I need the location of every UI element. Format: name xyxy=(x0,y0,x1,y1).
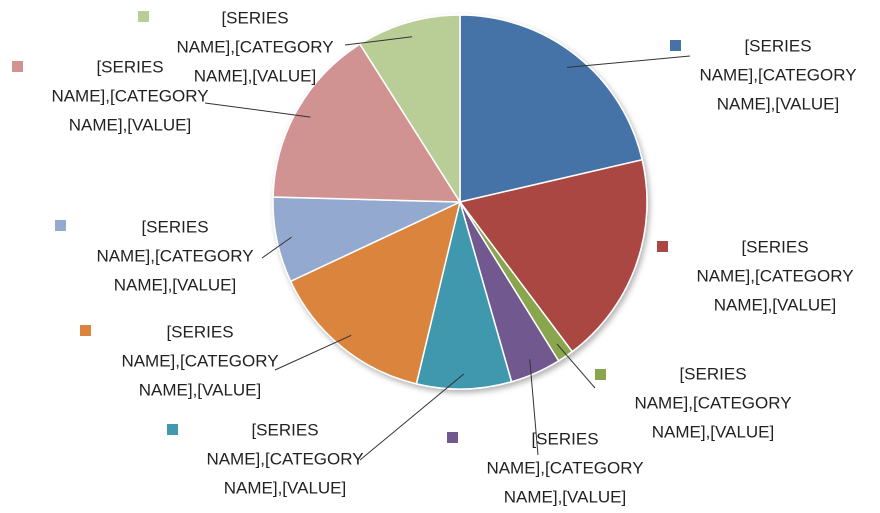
data-label: NAME],[VALUE] xyxy=(194,66,317,85)
data-label: [SERIES xyxy=(221,8,288,27)
data-label: NAME],[CATEGORY xyxy=(699,65,856,84)
leader-line xyxy=(529,359,539,456)
legend-key xyxy=(138,11,149,22)
data-label: NAME],[VALUE] xyxy=(114,275,237,294)
data-label: NAME],[CATEGORY xyxy=(486,458,643,477)
legend-key xyxy=(657,241,668,252)
pie-slice xyxy=(272,43,462,203)
data-label: NAME],[VALUE] xyxy=(504,487,627,506)
legend-key xyxy=(447,432,458,443)
data-label: NAME],[CATEGORY xyxy=(634,393,791,412)
data-label: [SERIES xyxy=(741,237,808,256)
data-label: NAME],[CATEGORY xyxy=(51,86,208,105)
data-label: NAME],[CATEGORY xyxy=(696,266,853,285)
data-label: NAME],[VALUE] xyxy=(224,478,347,497)
leader-line xyxy=(556,343,596,389)
data-label: [SERIES xyxy=(251,420,318,439)
data-label: NAME],[CATEGORY xyxy=(121,351,278,370)
leader-line xyxy=(204,102,311,118)
data-label: [SERIES xyxy=(744,36,811,55)
data-label: NAME],[VALUE] xyxy=(652,422,775,441)
data-label: NAME],[VALUE] xyxy=(714,295,837,314)
data-label: [SERIES xyxy=(96,57,163,76)
leader-line xyxy=(261,236,292,259)
pie-slice xyxy=(458,158,648,353)
data-label: NAME],[VALUE] xyxy=(717,94,840,113)
leader-line xyxy=(567,55,691,68)
pie-slice xyxy=(358,14,461,205)
legend-key xyxy=(12,61,23,72)
legend-key xyxy=(80,325,91,336)
legend-key xyxy=(670,40,681,51)
data-label: [SERIES xyxy=(141,217,208,236)
pie-slice xyxy=(289,200,462,385)
data-label: NAME],[VALUE] xyxy=(69,115,192,134)
legend-key xyxy=(167,424,178,435)
legend-key xyxy=(55,220,66,231)
data-label: NAME],[CATEGORY xyxy=(206,449,363,468)
pie xyxy=(272,14,648,390)
data-label: [SERIES xyxy=(679,364,746,383)
pie-slice xyxy=(415,199,513,390)
data-label: NAME],[VALUE] xyxy=(139,380,262,399)
data-label: [SERIES xyxy=(531,429,598,448)
labels: [SERIESNAME],[CATEGORYNAME],[VALUE][SERI… xyxy=(12,8,857,506)
leader-line xyxy=(359,373,465,461)
data-label: [SERIES xyxy=(166,322,233,341)
pie-slice xyxy=(459,14,644,203)
data-label: NAME],[CATEGORY xyxy=(96,246,253,265)
leader-line xyxy=(344,36,413,46)
leader-line xyxy=(274,334,352,371)
data-label: NAME],[CATEGORY xyxy=(176,37,333,56)
legend-key xyxy=(595,369,606,380)
